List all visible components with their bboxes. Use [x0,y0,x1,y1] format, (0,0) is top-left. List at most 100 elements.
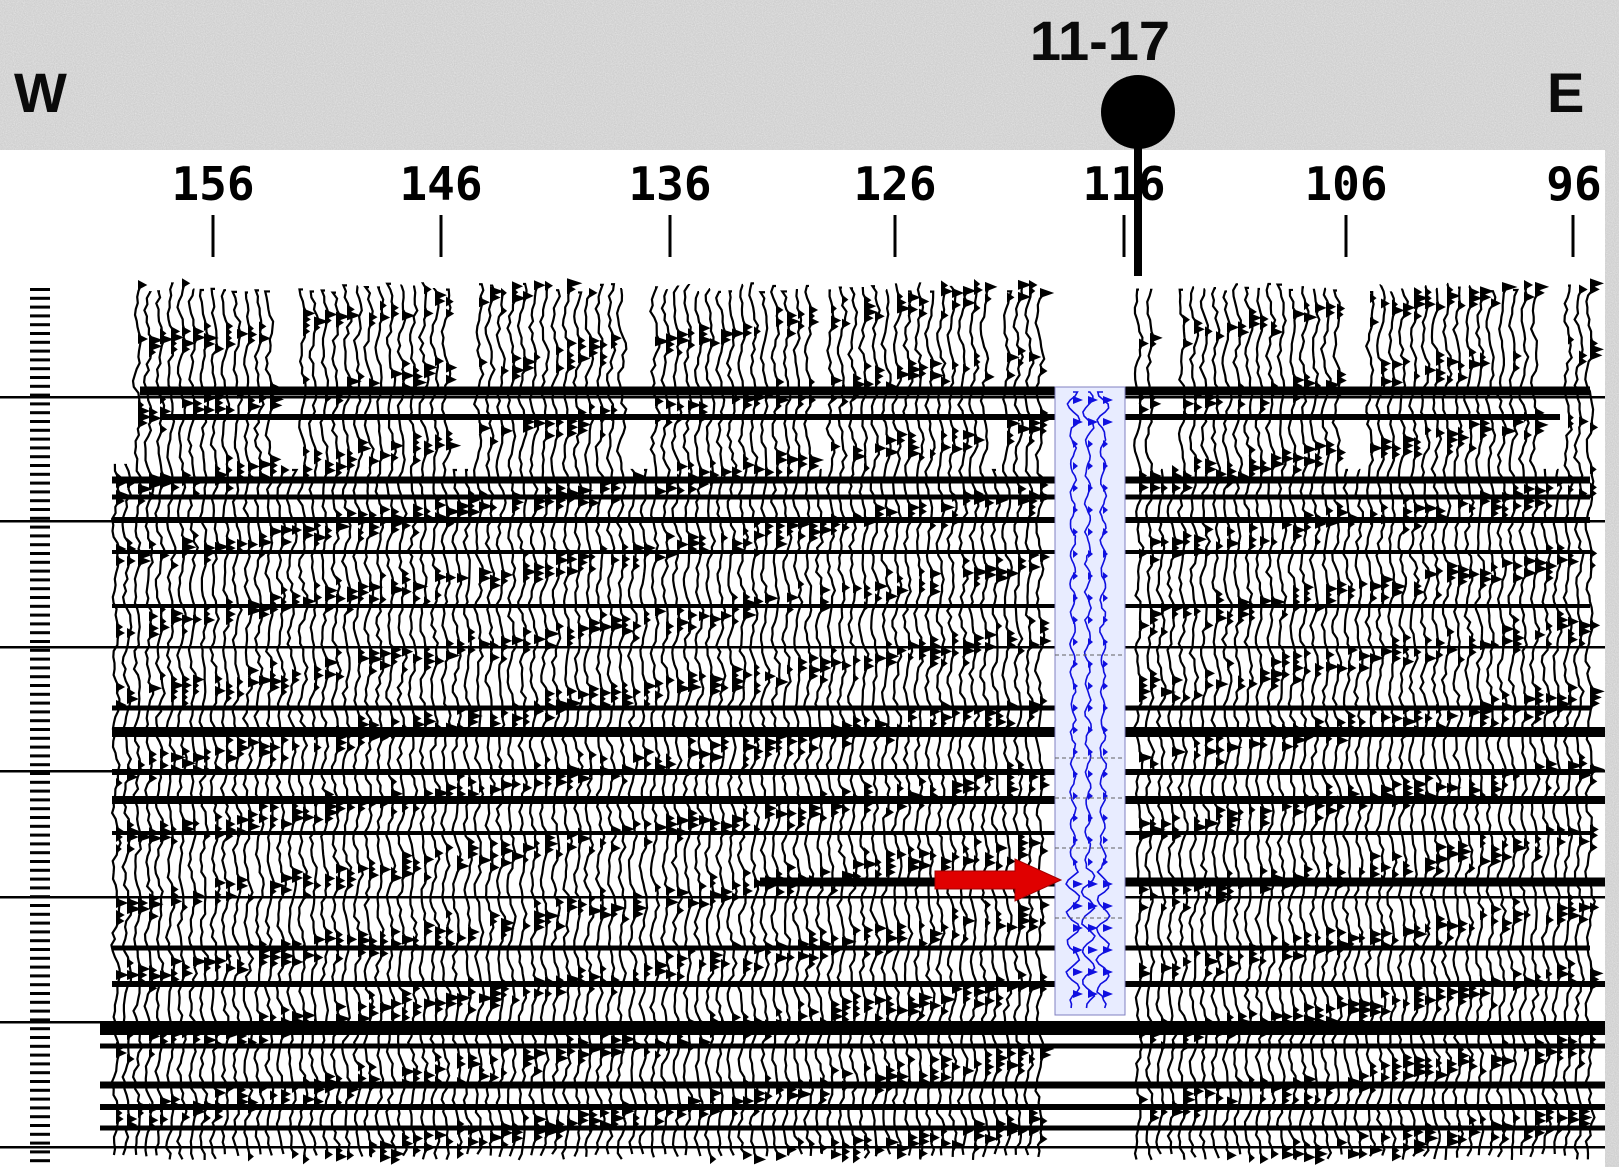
trace-peak [1282,1149,1295,1160]
trace-peak [1590,980,1599,991]
trace-peak [248,1037,258,1048]
trace-peak [1557,837,1567,847]
trace-peak [754,548,762,559]
trace-peak [391,308,400,319]
trace-peak [358,863,370,874]
trace-peak [1183,536,1191,547]
trace-peak [941,994,957,1005]
trace-peak [963,555,970,566]
trace-peak [1205,734,1215,745]
trace-peak [1293,392,1302,403]
trace-peak [1304,456,1320,467]
trace-peak [875,1085,885,1096]
trace-peak [226,951,232,962]
trace-peak [611,1113,627,1124]
trace-peak [886,567,894,578]
trace-peak [1293,464,1303,475]
trace-peak [941,922,949,933]
trace-peak [325,933,337,944]
trace-peak [171,560,179,571]
trace-peak [611,975,620,986]
trace-peak [578,689,591,700]
trace-peak [919,998,931,1009]
trace-peak [127,958,134,968]
trace-peak [1260,1093,1267,1104]
trace-peak [358,371,365,382]
trace-peak [1304,1080,1315,1091]
trace-peak [655,396,664,407]
trace-peak [677,1037,690,1048]
trace-peak [908,1138,921,1149]
trace-peak [1469,923,1476,934]
trace-peak [710,896,717,907]
trace-peak [985,293,992,304]
trace-peak [259,321,267,332]
trace-peak [457,1059,466,1069]
trace-peak [1194,462,1201,473]
trace-peak [611,843,621,854]
trace-peak [347,508,357,519]
trace-peak [523,626,532,637]
trace-peak [996,1125,1005,1135]
time-tick [30,877,50,881]
trace-peak [204,542,216,553]
time-tick [30,587,50,591]
trace-peak [446,782,458,793]
trace-peak [523,986,531,997]
trace-peak [1238,615,1245,626]
synthetic-peak [1073,946,1083,954]
trace-peak [534,706,545,717]
trace-peak [336,1073,343,1084]
trace-peak [1502,1133,1510,1144]
trace-peak [1414,1145,1426,1156]
trace-peak [1315,1016,1328,1027]
trace-peak [820,729,829,739]
trace-peak [974,356,981,367]
trace-peak [1370,293,1377,304]
trace-peak [1194,1086,1205,1097]
trace-peak [116,496,125,506]
trace-peak [1535,425,1545,436]
trace-peak [380,570,387,581]
trace-peak [457,1125,465,1135]
synthetic-peak [1088,418,1098,426]
trace-peak [710,686,722,697]
seismic-trace [693,290,705,1157]
trace-peak [1183,338,1194,349]
trace-peak [138,495,146,506]
trace-peak [710,470,720,481]
trace-peak [215,403,227,414]
trace-peak [820,675,829,685]
trace-peak [479,639,493,650]
trace-peak [182,968,194,979]
trace-peak [116,898,129,908]
trace-peak [116,1048,127,1058]
trace-peak [699,815,714,826]
trace-peak [886,1017,894,1028]
trace-peak [567,764,582,775]
trace-peak [1403,716,1418,727]
trace-peak [259,471,270,482]
trace-peak [457,645,467,655]
trace-peak [677,887,691,898]
trace-peak [171,974,180,985]
trace-peak [765,743,777,754]
trace-peak [435,794,444,805]
time-tick [30,1044,50,1048]
trace-peak [182,614,195,625]
trace-peak [149,341,163,352]
trace-peak [226,735,234,746]
trace-peak [1392,581,1408,592]
trace-peak [270,1090,278,1101]
trace-peak [1458,438,1465,449]
trace-peak [1524,411,1531,422]
synthetic-peak [1088,704,1093,712]
trace-peak [666,483,678,494]
trace-peak [1216,595,1225,606]
trace-peak [226,615,234,626]
time-tick [30,464,50,467]
trace-peak [204,614,216,625]
trace-peak [930,790,939,801]
trace-peak [512,371,522,382]
seismic-trace [758,291,771,1157]
